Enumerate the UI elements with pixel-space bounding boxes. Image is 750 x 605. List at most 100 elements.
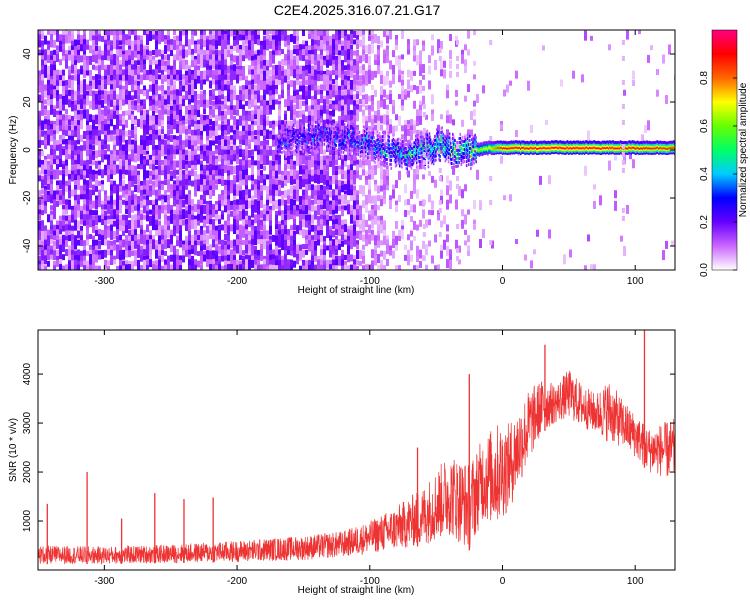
spectrogram-cell	[221, 265, 224, 270]
spectrogram-cell	[377, 100, 380, 110]
spectrogram-cell	[347, 185, 350, 196]
spectrogram-cell	[212, 259, 215, 270]
spectrogram-cell	[347, 155, 350, 161]
spectrogram-cell	[155, 239, 158, 247]
spectrogram-cell	[56, 144, 59, 151]
spectrogram-cell	[212, 94, 215, 101]
spectrogram-cell	[440, 220, 443, 228]
spectrogram-cell	[416, 55, 419, 66]
spectrogram-cell	[293, 160, 296, 166]
spectrogram-cell	[350, 49, 353, 59]
spectrogram-cell	[74, 189, 77, 200]
spectrogram-cell	[41, 130, 44, 137]
spectrogram-cell	[101, 35, 104, 42]
spectrogram-cell	[227, 225, 230, 234]
spectrogram-cell	[122, 135, 125, 143]
spectrogram-cell	[332, 104, 335, 111]
spectrogram-cell	[236, 244, 239, 254]
spectrogram-cell	[62, 49, 65, 57]
signal-cell	[297, 130, 299, 134]
spectrogram-cell	[257, 39, 260, 46]
spectrogram-cell	[314, 154, 317, 162]
spectrogram-cell	[50, 79, 53, 85]
spectrogram-cell	[128, 159, 131, 168]
spectrogram-cell	[221, 69, 224, 76]
spectrogram-cell	[107, 165, 110, 174]
spectrogram-cell	[347, 235, 350, 243]
spectrogram-cell	[119, 135, 122, 142]
spectrogram-cell	[92, 40, 95, 47]
spectrogram-cell	[188, 110, 191, 119]
spectrogram-cell	[245, 194, 248, 202]
spectrogram-cell	[95, 54, 98, 64]
spectrogram-cell	[410, 130, 413, 141]
spectrogram-cell	[233, 149, 236, 156]
spectrogram-cell	[440, 195, 443, 204]
spectrogram-cell	[182, 199, 185, 208]
spectrogram-cell	[503, 195, 506, 201]
spectrogram-cell	[104, 210, 107, 216]
spectrogram-cell	[179, 214, 182, 220]
spectrogram-cell	[407, 49, 410, 55]
spectrogram-cell	[386, 170, 389, 177]
spectrogram-cell	[389, 250, 392, 256]
spectrogram-cell	[155, 124, 158, 132]
spectrogram-cell	[134, 219, 137, 229]
spectrogram-cell	[179, 234, 182, 242]
spectrogram-cell	[173, 110, 176, 117]
spectrogram-cell	[152, 75, 155, 86]
spectrogram-cell	[347, 69, 350, 76]
spectrogram-cell	[251, 84, 254, 94]
spectrogram-cell	[137, 119, 140, 128]
signal-cell	[293, 140, 296, 144]
spectrogram-cell	[86, 219, 89, 227]
spectrogram-cell	[302, 199, 305, 208]
spectrogram-cell	[251, 124, 254, 131]
signal-cell	[278, 148, 281, 152]
spectrogram-cell	[302, 265, 305, 270]
spectrogram-cell	[449, 114, 452, 124]
spectrogram-cell	[101, 94, 104, 100]
spectrogram-cell	[356, 104, 359, 112]
spectrogram-cell	[242, 189, 245, 200]
signal-cell	[323, 138, 326, 142]
spectrogram-cell	[350, 34, 353, 45]
spectrogram-cell	[146, 135, 149, 142]
spectrogram-cell	[314, 60, 317, 66]
spectrogram-cell	[407, 129, 410, 137]
signal-cell	[277, 152, 280, 156]
spectrogram-cell	[227, 190, 230, 196]
spectrogram-cell	[290, 169, 293, 180]
spectrogram-cell	[353, 195, 356, 206]
spectrogram-cell	[236, 44, 239, 53]
signal-cell	[339, 139, 342, 143]
spectrogram-cell	[170, 144, 173, 155]
spectrogram-cell	[152, 99, 155, 108]
spectrogram-cell	[233, 189, 236, 197]
spectrogram-cell	[71, 94, 74, 101]
spectrogram-cell	[236, 175, 239, 183]
spectrogram-cell	[410, 190, 413, 199]
signal-cell	[282, 129, 284, 133]
spectrogram-cell	[209, 250, 212, 260]
spectrogram-cell	[311, 189, 314, 199]
spectrogram-cell	[227, 149, 230, 155]
signal-cell	[289, 151, 292, 155]
spectrogram-cell	[200, 94, 203, 101]
spectrogram-cell	[197, 174, 200, 181]
spectrogram-cell	[455, 35, 458, 44]
spectrogram-cell	[86, 109, 89, 117]
spectrogram-cell	[311, 175, 314, 182]
spectrogram-cell	[344, 239, 347, 245]
spectrogram-cell	[161, 50, 164, 56]
spectrogram-cell	[257, 149, 260, 159]
signal-cell	[290, 135, 293, 139]
spectrogram-cell	[77, 210, 80, 218]
spectrogram-cell	[266, 65, 269, 71]
spectrogram-cell	[356, 39, 359, 46]
spectrogram-cell	[155, 219, 158, 229]
spectrogram-cell	[272, 39, 275, 46]
spectrogram-cell	[305, 239, 308, 246]
spectrogram-cell	[248, 159, 251, 168]
signal-cell	[338, 135, 341, 139]
